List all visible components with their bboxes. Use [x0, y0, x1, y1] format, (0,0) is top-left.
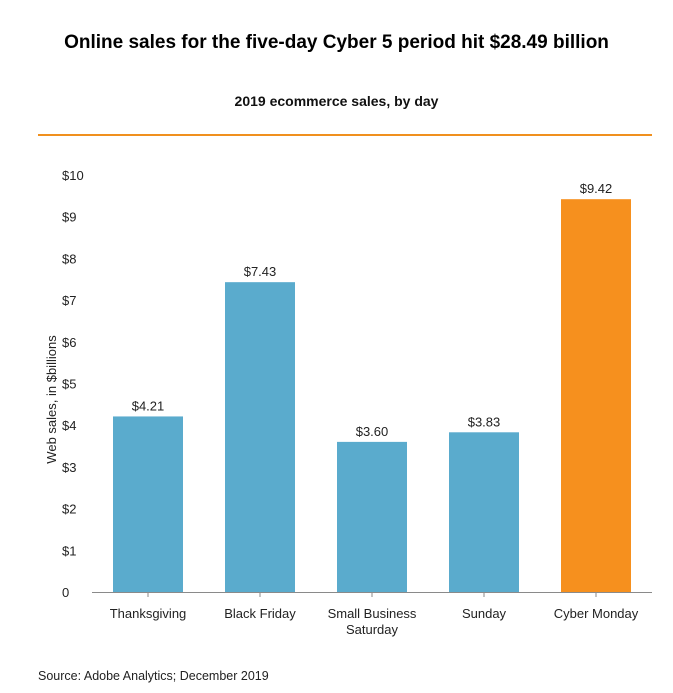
y-tick-label: $7 — [62, 293, 76, 308]
x-tick-label: Black Friday — [224, 606, 296, 621]
bar-value-label: $3.83 — [468, 414, 501, 429]
bar-value-label: $7.43 — [244, 264, 277, 279]
bar-value-label: $9.42 — [580, 181, 613, 196]
y-tick-label: $8 — [62, 251, 76, 266]
y-tick-label: $2 — [62, 502, 76, 517]
y-axis: 0 $1 $2 $3 $4 $5 $6 $7 $8 $9 $10 Web sales, in $bil… — [44, 168, 84, 600]
chart-subtitle: 2019 ecommerce sales, by day — [234, 93, 439, 109]
bar-value-label: $4.21 — [132, 398, 165, 413]
bar — [561, 199, 631, 592]
x-tick-label: Saturday — [346, 622, 399, 637]
y-axis-title: Web sales, in $billions — [44, 335, 59, 464]
y-tick-label: 0 — [62, 585, 69, 600]
x-tick-label: Sunday — [462, 606, 507, 621]
y-tick-label: $10 — [62, 168, 84, 183]
source-note: Source: Adobe Analytics; December 2019 — [38, 669, 269, 683]
x-tick-label: Small Business — [328, 606, 417, 621]
y-tick-label: $3 — [62, 460, 76, 475]
y-tick-label: $6 — [62, 335, 76, 350]
header-divider — [38, 134, 652, 136]
chart-title: Online sales for the five-day Cyber 5 pe… — [64, 32, 609, 53]
bar — [225, 282, 295, 592]
x-tick-label: Cyber Monday — [554, 606, 639, 621]
y-tick-label: $4 — [62, 418, 76, 433]
y-tick-label: $9 — [62, 210, 76, 225]
y-tick-label: $1 — [62, 543, 76, 558]
x-tick-label: Thanksgiving — [110, 606, 187, 621]
bar — [337, 441, 407, 592]
bar — [113, 416, 183, 592]
bars: $4.21 $7.43 $3.60 $3.83 $9.42 — [92, 181, 652, 593]
bar — [449, 432, 519, 592]
y-tick-label: $5 — [62, 377, 76, 392]
bar-value-label: $3.60 — [356, 424, 389, 439]
x-axis: Thanksgiving Black Friday Small BusinessSa… — [110, 592, 639, 637]
